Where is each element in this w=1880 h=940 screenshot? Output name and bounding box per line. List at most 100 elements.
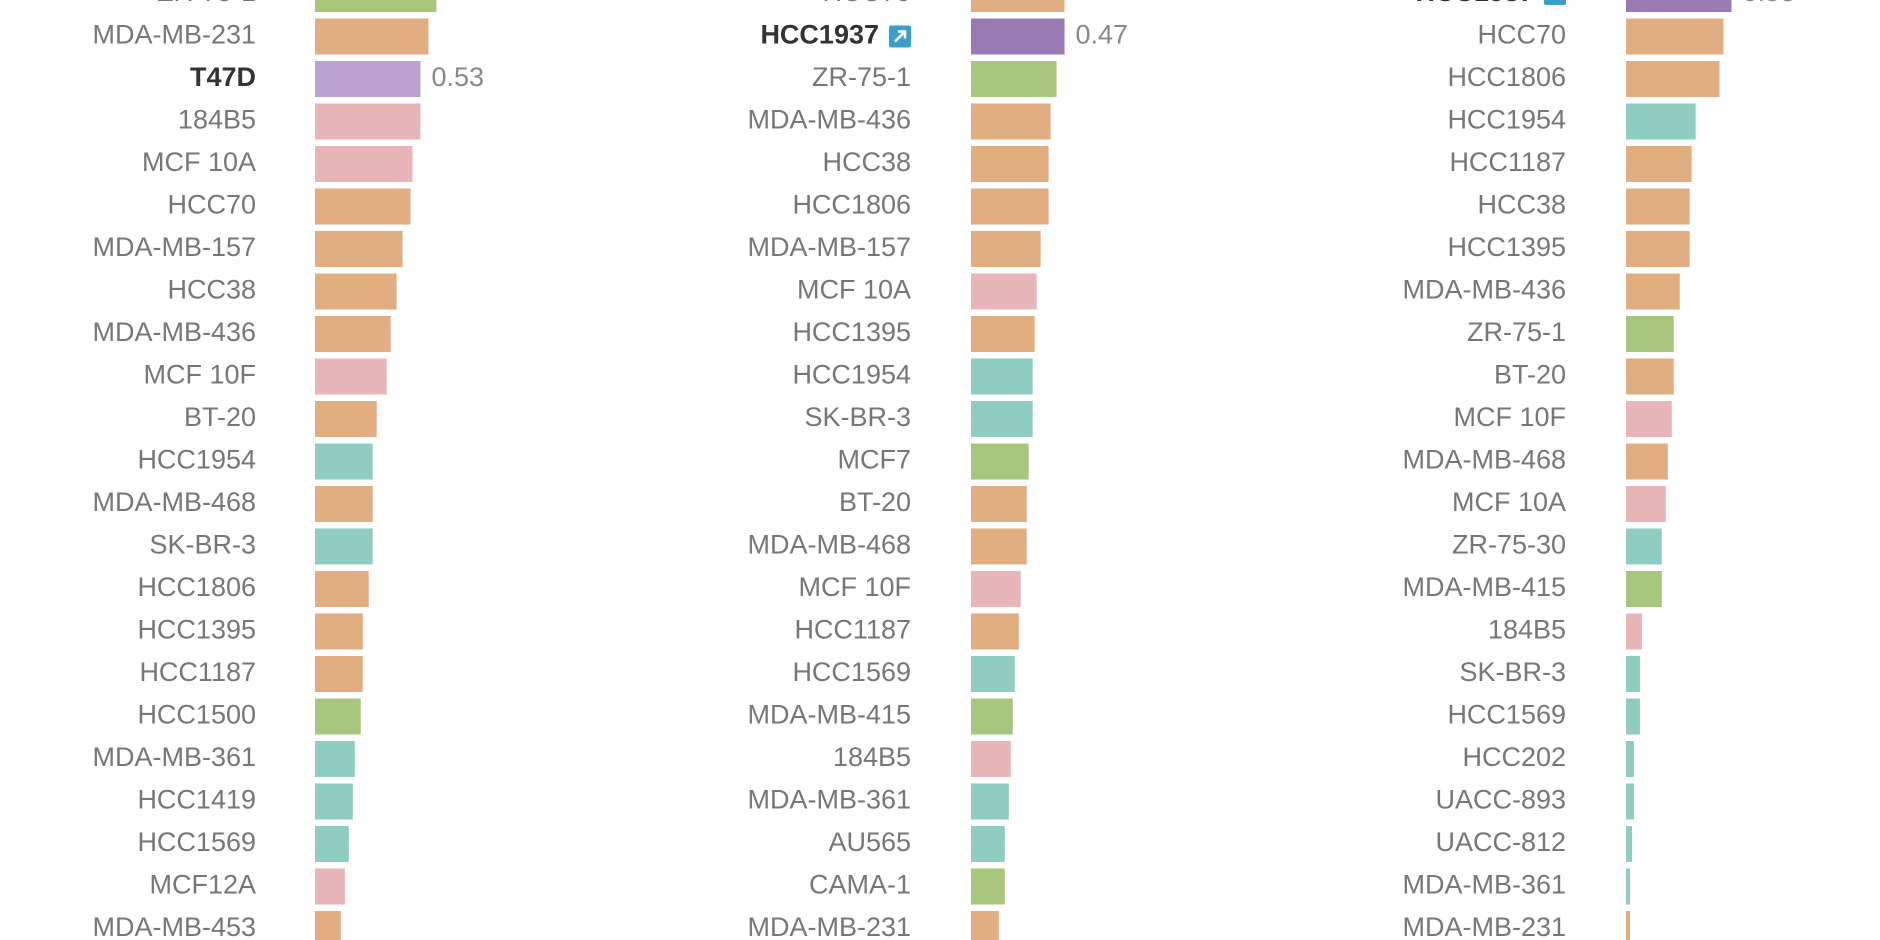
bar	[971, 0, 1065, 12]
bar-label: CAMA-1	[809, 870, 911, 900]
bar	[971, 571, 1021, 607]
bar-label: 184B5	[178, 105, 256, 135]
bar	[971, 613, 1019, 650]
bar-label: ZR-75-1	[812, 62, 911, 92]
bar	[971, 741, 1011, 777]
bar	[315, 146, 413, 182]
bar-label[interactable]: HCC1937	[760, 20, 879, 50]
bar	[315, 826, 349, 862]
bar	[315, 18, 429, 55]
bar-label: ZR-75-30	[1452, 530, 1566, 560]
bar-label: HCC1954	[137, 445, 256, 475]
bar-label: BT-20	[1494, 360, 1566, 390]
bar	[971, 911, 999, 940]
bar	[971, 316, 1035, 352]
bar-label: MCF 10F	[798, 572, 911, 602]
bar-label: MDA-MB-415	[1402, 572, 1566, 602]
link-arrow	[894, 30, 907, 43]
bar-label: MCF7	[838, 445, 912, 475]
bar	[315, 698, 361, 735]
bar	[1626, 698, 1640, 735]
bar	[971, 146, 1049, 182]
bar-label: HCC1806	[137, 572, 256, 602]
bar	[1626, 783, 1634, 820]
bar-label: HCC202	[1462, 742, 1566, 772]
bar	[971, 528, 1027, 565]
bar	[315, 358, 387, 395]
bar	[971, 18, 1065, 55]
bar	[1626, 273, 1680, 310]
bar-label: MDA-MB-468	[747, 530, 911, 560]
bar	[971, 231, 1041, 267]
bar-label: ZR-75-1	[157, 0, 256, 7]
bar	[315, 231, 403, 267]
bar-label: SK-BR-3	[1459, 657, 1566, 687]
bar	[1626, 146, 1692, 182]
bar	[1626, 741, 1634, 777]
bar	[1626, 911, 1630, 940]
bar	[971, 656, 1015, 692]
bar	[315, 401, 377, 437]
bar	[1626, 613, 1642, 650]
bar	[1626, 231, 1690, 267]
bar	[315, 61, 421, 97]
bar-label: HCC1187	[794, 615, 911, 645]
bar-label: HCC1500	[137, 700, 256, 730]
bar-label: MDA-MB-157	[747, 232, 911, 262]
bar-label: MDA-MB-468	[1402, 445, 1566, 475]
bar-label: UACC-812	[1435, 827, 1566, 857]
bar-label: HCC1954	[1447, 105, 1566, 135]
bar-label: MCF 10F	[143, 360, 256, 390]
bar	[1626, 826, 1632, 862]
bar-label: BT-20	[184, 402, 256, 432]
bar-label: MDA-MB-231	[1402, 912, 1566, 940]
bar-label: UACC-893	[1435, 785, 1566, 815]
bar	[971, 826, 1005, 862]
bar-label: MDA-MB-361	[1402, 870, 1566, 900]
bar-label: MDA-MB-436	[747, 105, 911, 135]
bar	[315, 316, 391, 352]
bar-label: MDA-MB-361	[92, 742, 256, 772]
bar	[971, 103, 1051, 140]
bar-label: MCF 10A	[142, 147, 256, 177]
value-label: 0.47	[1076, 20, 1129, 50]
bar-label: HCC1569	[792, 657, 911, 687]
bar-label: MDA-MB-468	[92, 487, 256, 517]
value-label: 0.53	[1742, 0, 1795, 7]
bar	[971, 273, 1037, 310]
bar	[1626, 61, 1720, 97]
bar-label: MCF 10A	[1452, 487, 1566, 517]
bar-label: MDA-MB-436	[92, 317, 256, 347]
bar-label: HCC1419	[137, 785, 256, 815]
bar-label: AU565	[828, 827, 911, 857]
bar-label: HCC70	[167, 190, 256, 220]
bar-label: MDA-MB-231	[747, 912, 911, 940]
bar	[971, 443, 1029, 480]
bar-label: HCC1569	[137, 827, 256, 857]
bar-label: MCF12A	[149, 870, 256, 900]
bar	[1626, 443, 1668, 480]
bar	[315, 0, 437, 12]
bar	[315, 528, 373, 565]
bar-label: HCC1395	[792, 317, 911, 347]
bar-label: HCC1954	[792, 360, 911, 390]
bar-label: HCC1187	[1449, 147, 1566, 177]
bar-label[interactable]: T47D	[190, 62, 256, 92]
bar	[1626, 18, 1724, 55]
bar-label: HCC70	[1477, 20, 1566, 50]
bar-label: HCC70	[822, 0, 911, 7]
bar-label: HCC1395	[1447, 232, 1566, 262]
bar-label: MCF 10A	[797, 275, 911, 305]
bar	[315, 613, 363, 650]
bar	[971, 868, 1005, 905]
bar	[971, 358, 1033, 395]
bar-label[interactable]: HCC1937	[1415, 0, 1534, 7]
bar	[315, 188, 411, 225]
bar-label: MDA-MB-231	[92, 20, 256, 50]
bar-label: HCC38	[1477, 190, 1566, 220]
link-icon[interactable]	[1544, 0, 1566, 5]
bar-label: SK-BR-3	[804, 402, 911, 432]
bar	[315, 103, 421, 140]
bar	[315, 656, 363, 692]
